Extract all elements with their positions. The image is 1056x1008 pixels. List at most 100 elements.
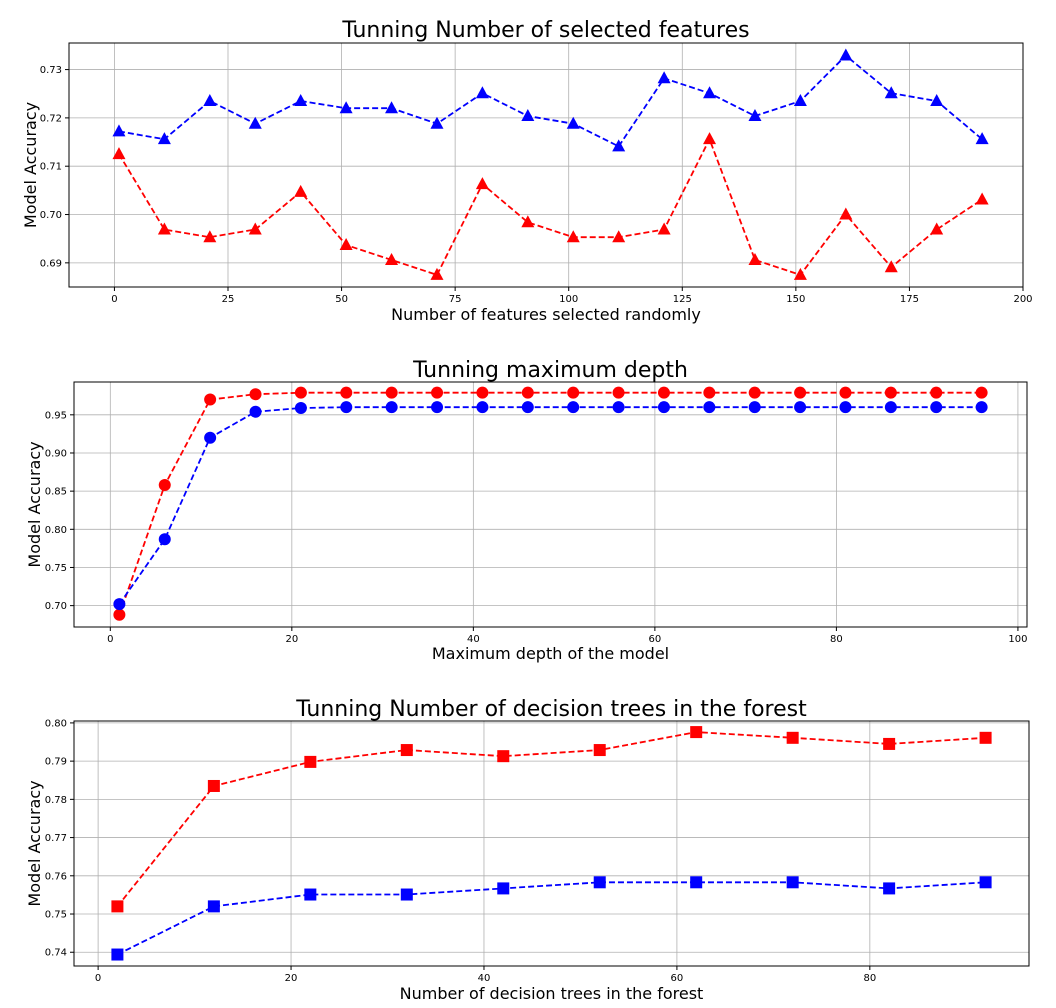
data-point-triangle bbox=[657, 71, 671, 84]
data-point-triangle bbox=[203, 230, 217, 243]
data-point-square bbox=[593, 876, 606, 889]
y-axis-label: Model Accuracy bbox=[25, 441, 44, 567]
chart-title: Tunning Number of decision trees in the … bbox=[295, 697, 807, 722]
data-point-circle bbox=[657, 401, 670, 414]
y-tick-label: 0.69 bbox=[40, 258, 62, 269]
data-point-circle bbox=[431, 401, 444, 414]
data-point-square bbox=[497, 750, 510, 763]
data-point-circle bbox=[612, 386, 625, 399]
data-point-triangle bbox=[157, 132, 171, 145]
data-point-triangle bbox=[294, 184, 308, 197]
x-axis-label: Maximum depth of the model bbox=[432, 644, 669, 663]
data-point-square bbox=[979, 876, 992, 889]
data-point-circle bbox=[294, 401, 307, 414]
data-point-circle bbox=[340, 401, 353, 414]
y-tick-label: 0.75 bbox=[45, 563, 67, 574]
x-tick-label: 25 bbox=[222, 294, 235, 305]
y-tick-label: 0.71 bbox=[40, 162, 62, 173]
data-point-triangle bbox=[930, 93, 944, 106]
x-tick-label: 80 bbox=[863, 973, 876, 984]
y-tick-label: 0.74 bbox=[45, 948, 67, 959]
chart-panel-1: 0 25 50 75 100 125 150 175 200 0.69 0.70 0.71 0.72 0.… bbox=[21, 18, 1033, 324]
data-point-square bbox=[111, 948, 124, 961]
data-point-triangle bbox=[521, 215, 535, 228]
y-tick-label: 0.77 bbox=[45, 833, 67, 844]
data-point-triangle bbox=[793, 93, 807, 106]
data-point-triangle bbox=[112, 124, 126, 137]
data-point-triangle bbox=[203, 93, 217, 106]
data-point-circle bbox=[703, 401, 716, 414]
data-point-square bbox=[400, 888, 413, 901]
data-point-triangle bbox=[566, 116, 580, 129]
data-point-circle bbox=[930, 401, 943, 414]
y-tick-label: 0.75 bbox=[45, 910, 67, 921]
data-point-triangle bbox=[839, 48, 853, 61]
chart-panel-2: 0 20 40 60 80 100 0.70 0.75 0.80 0.85 0.90 0.95 Tunn… bbox=[25, 358, 1028, 663]
data-point-circle bbox=[657, 386, 670, 399]
y-tick-label: 0.76 bbox=[45, 871, 67, 882]
plot-frame bbox=[73, 381, 1028, 628]
data-point-triangle bbox=[112, 147, 126, 160]
y-tick-label: 0.80 bbox=[45, 525, 67, 536]
y-axis-label: Model Accuracy bbox=[25, 780, 44, 906]
series-line-2 bbox=[116, 881, 986, 956]
series-line-2 bbox=[118, 406, 982, 605]
chart-panel-3: 0 20 40 60 80 0.74 0.75 0.76 0.77 0.78 0.79 0.80 Tun… bbox=[25, 697, 1030, 1003]
data-point-circle bbox=[385, 401, 398, 414]
data-point-circle bbox=[884, 401, 897, 414]
data-point-triangle bbox=[294, 93, 308, 106]
data-point-triangle bbox=[248, 116, 262, 129]
y-tick-label: 0.70 bbox=[40, 210, 62, 221]
data-point-circle bbox=[385, 386, 398, 399]
data-point-square bbox=[786, 731, 799, 744]
data-point-triangle bbox=[430, 267, 444, 280]
x-tick-label: 40 bbox=[467, 634, 480, 645]
y-axis-label: Model Accuracy bbox=[21, 102, 40, 228]
data-point-circle bbox=[476, 401, 489, 414]
data-point-square bbox=[593, 744, 606, 757]
data-point-circle bbox=[204, 393, 217, 406]
data-point-circle bbox=[612, 401, 625, 414]
data-point-circle bbox=[839, 401, 852, 414]
data-point-triangle bbox=[930, 222, 944, 235]
data-point-square bbox=[207, 779, 220, 792]
y-tick-label: 0.78 bbox=[45, 795, 67, 806]
data-point-circle bbox=[158, 479, 171, 492]
data-point-circle bbox=[794, 386, 807, 399]
data-point-triangle bbox=[975, 132, 989, 145]
x-axis-label: Number of features selected randomly bbox=[391, 305, 701, 324]
x-tick-label: 80 bbox=[830, 634, 843, 645]
data-point-circle bbox=[158, 533, 171, 546]
data-point-square bbox=[690, 726, 703, 739]
x-tick-label: 0 bbox=[111, 294, 117, 305]
data-point-circle bbox=[703, 386, 716, 399]
data-point-triangle bbox=[475, 86, 489, 99]
data-point-square bbox=[883, 737, 896, 750]
data-point-triangle bbox=[521, 108, 535, 121]
data-point-circle bbox=[113, 598, 126, 611]
data-point-circle bbox=[975, 401, 988, 414]
x-tick-label: 60 bbox=[671, 973, 684, 984]
data-point-triangle bbox=[475, 177, 489, 190]
data-point-square bbox=[979, 731, 992, 744]
series-line-1 bbox=[118, 54, 983, 148]
x-axis-label: Number of decision trees in the forest bbox=[400, 984, 704, 1003]
data-point-square bbox=[883, 882, 896, 895]
data-point-triangle bbox=[430, 116, 444, 129]
data-point-circle bbox=[748, 386, 761, 399]
data-point-circle bbox=[294, 386, 307, 399]
x-tick-label: 175 bbox=[900, 294, 919, 305]
x-tick-label: 150 bbox=[786, 294, 805, 305]
y-tick-label: 0.79 bbox=[45, 757, 67, 768]
x-tick-label: 40 bbox=[478, 973, 491, 984]
data-point-triangle bbox=[385, 252, 399, 265]
data-point-triangle bbox=[566, 230, 580, 243]
data-point-circle bbox=[476, 386, 489, 399]
x-tick-label: 0 bbox=[107, 634, 113, 645]
data-point-circle bbox=[930, 386, 943, 399]
y-tick-label: 0.90 bbox=[45, 448, 67, 459]
data-point-square bbox=[304, 755, 317, 768]
series-line-1 bbox=[118, 391, 982, 616]
data-point-square bbox=[111, 900, 124, 913]
